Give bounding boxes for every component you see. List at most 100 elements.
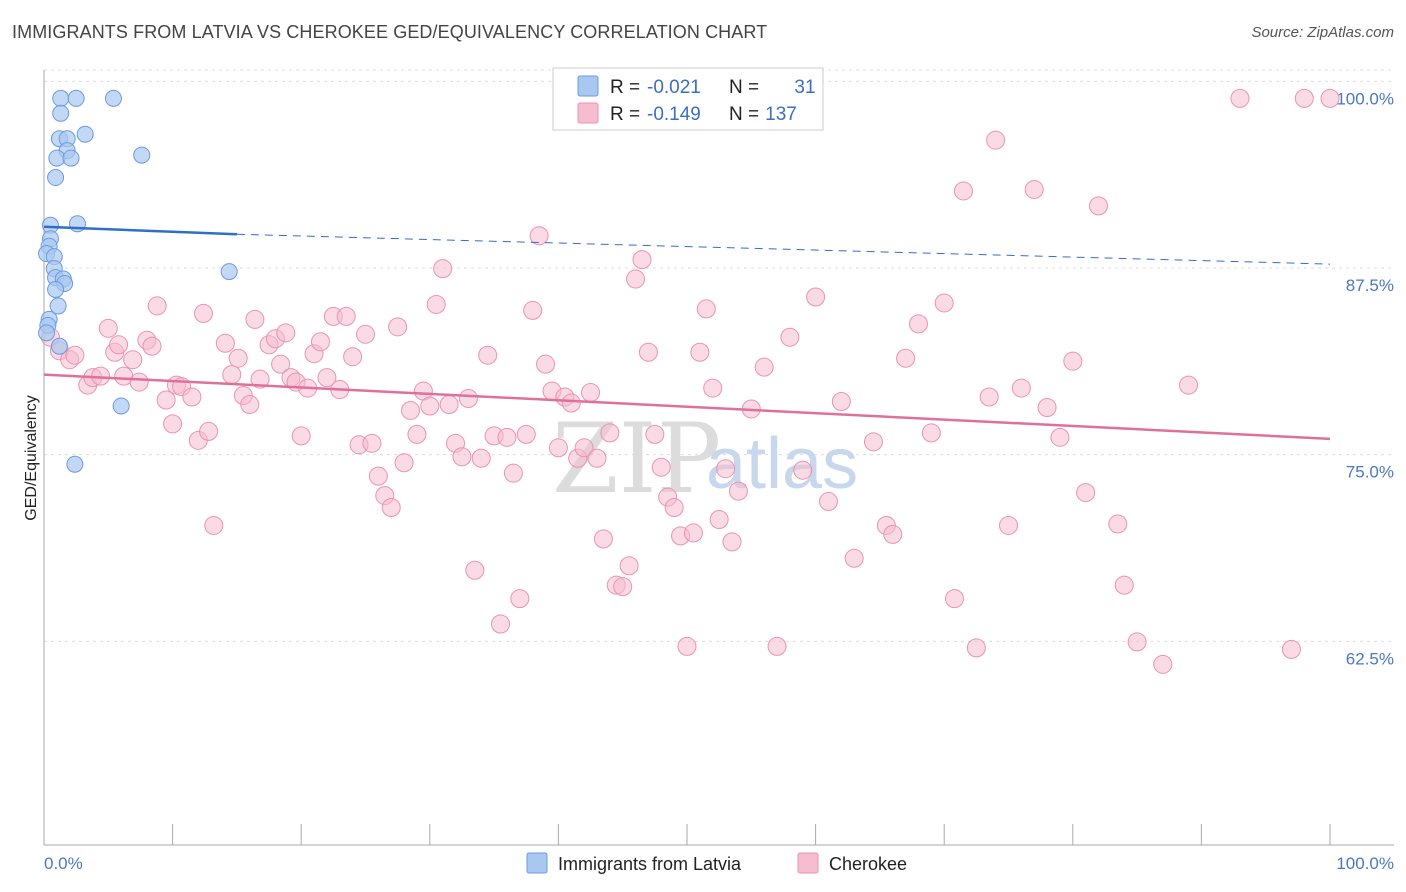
latvia-point-3 [52, 104, 70, 122]
cherokee-point-12 [129, 372, 149, 392]
legend-n-value-2: 137 [765, 104, 797, 125]
cherokee-point-24 [204, 515, 224, 535]
cherokee-point-53 [388, 317, 408, 337]
cherokee-point-52 [381, 498, 401, 518]
cherokee-point-16 [156, 390, 176, 410]
legend-n-value-1: 31 [794, 77, 815, 98]
cherokee-point-14 [142, 336, 162, 356]
cherokee-trend-line [43, 373, 1331, 441]
legend-n-label-1: N = [729, 77, 759, 98]
latvia-point-8 [48, 149, 66, 167]
cherokee-point-25 [215, 333, 235, 353]
cherokee-point-137 [1114, 575, 1134, 595]
cherokee-point-85 [593, 529, 613, 549]
cherokee-point-35 [276, 323, 296, 343]
cherokee-point-27 [228, 348, 248, 368]
cherokee-point-84 [587, 448, 607, 468]
cherokee-point-7 [98, 318, 118, 338]
cherokee-point-82 [574, 438, 594, 458]
cherokee-point-96 [664, 498, 684, 518]
cherokee-point-91 [632, 250, 652, 270]
cherokee-point-126 [979, 387, 999, 407]
y-tick-labels: 100.0% 87.5% 75.0% 62.5% [1336, 89, 1394, 668]
cherokee-point-94 [651, 457, 671, 477]
trend-lines [43, 225, 1331, 441]
latvia-point-1 [67, 89, 85, 107]
latvia-point-0 [52, 89, 70, 107]
series-legend-label-cherokee: Cherokee [829, 854, 907, 874]
cherokee-point-15 [147, 296, 167, 316]
cherokee-point-130 [1024, 179, 1044, 199]
cherokee-point-60 [433, 259, 453, 279]
cherokee-point-29 [240, 394, 260, 414]
y-tick-label-2: 75.0% [1346, 463, 1394, 482]
legend-r-value-1: -0.021 [647, 77, 701, 98]
y-tick-label-0: 100.0% [1336, 89, 1394, 108]
latvia-point-27 [38, 324, 56, 342]
x-tick-label-min: 0.0% [44, 854, 83, 873]
cherokee-point-112 [806, 287, 826, 307]
cherokee-point-100 [690, 342, 710, 362]
cherokee-point-125 [966, 638, 986, 658]
cherokee-point-76 [536, 354, 556, 374]
cherokee-point-140 [1179, 375, 1199, 395]
cherokee-point-41 [310, 332, 330, 352]
series-legend-label-latvia: Immigrants from Latvia [558, 854, 742, 874]
cherokee-point-115 [844, 548, 864, 568]
cherokee-point-129 [1011, 378, 1031, 398]
cherokee-point-61 [439, 394, 459, 414]
cherokee-point-31 [250, 369, 270, 389]
cherokee-point-70 [497, 427, 517, 447]
cherokee-point-22 [193, 303, 213, 323]
stats-legend: R = -0.021 N = 31 R = -0.149 N = 137 [552, 67, 824, 131]
cherokee-point-143 [1294, 88, 1314, 108]
cherokee-point-65 [465, 560, 485, 580]
latvia-point-28 [50, 337, 68, 355]
cherokee-point-122 [934, 293, 954, 313]
cherokee-point-34 [271, 354, 291, 374]
cherokee-point-136 [1108, 514, 1128, 534]
cherokee-point-74 [523, 300, 543, 320]
cherokee-point-90 [626, 269, 646, 289]
y-tick-label-3: 62.5% [1346, 649, 1394, 668]
latvia-point-22 [47, 281, 65, 299]
latvia-points [38, 89, 238, 473]
cherokee-point-103 [709, 509, 729, 529]
latvia-point-30 [66, 455, 84, 473]
cherokee-point-133 [1063, 351, 1083, 371]
cherokee-point-38 [291, 426, 311, 446]
cherokee-point-26 [222, 365, 242, 385]
cherokee-point-116 [863, 432, 883, 452]
cherokee-point-134 [1076, 483, 1096, 503]
latvia-trend-extension [236, 233, 1331, 265]
cherokee-point-67 [478, 345, 498, 365]
cherokee-point-101 [696, 299, 716, 319]
latvia-point-4 [76, 125, 94, 143]
series-legend-swatch-cherokee [797, 852, 819, 874]
cherokee-point-75 [529, 226, 549, 246]
cherokee-point-142 [1281, 639, 1301, 659]
cherokee-point-88 [613, 577, 633, 597]
cherokee-point-98 [677, 636, 697, 656]
x-axis-ticks [172, 824, 1331, 845]
cherokee-point-42 [317, 368, 337, 388]
cherokee-point-106 [728, 481, 748, 501]
latvia-point-29 [112, 397, 130, 415]
cherokee-point-64 [458, 389, 478, 409]
cherokee-point-144 [1320, 88, 1340, 108]
cherokee-point-48 [356, 324, 375, 344]
cherokee-point-72 [510, 589, 530, 609]
cherokee-point-118 [883, 524, 903, 544]
series-legend-swatch-latvia [526, 852, 548, 874]
series-legend: Immigrants from Latvia Cherokee [526, 852, 907, 874]
cherokee-point-83 [581, 383, 601, 403]
cherokee-point-120 [908, 314, 928, 334]
cherokee-point-71 [503, 463, 523, 483]
cherokee-point-131 [1037, 397, 1057, 417]
cherokee-point-102 [703, 378, 723, 398]
cherokee-point-9 [109, 335, 129, 355]
cherokee-point-123 [944, 589, 964, 609]
y-axis-label: GED/Equivalency [23, 395, 40, 520]
cherokee-point-114 [831, 392, 851, 412]
cherokee-point-138 [1127, 632, 1147, 652]
